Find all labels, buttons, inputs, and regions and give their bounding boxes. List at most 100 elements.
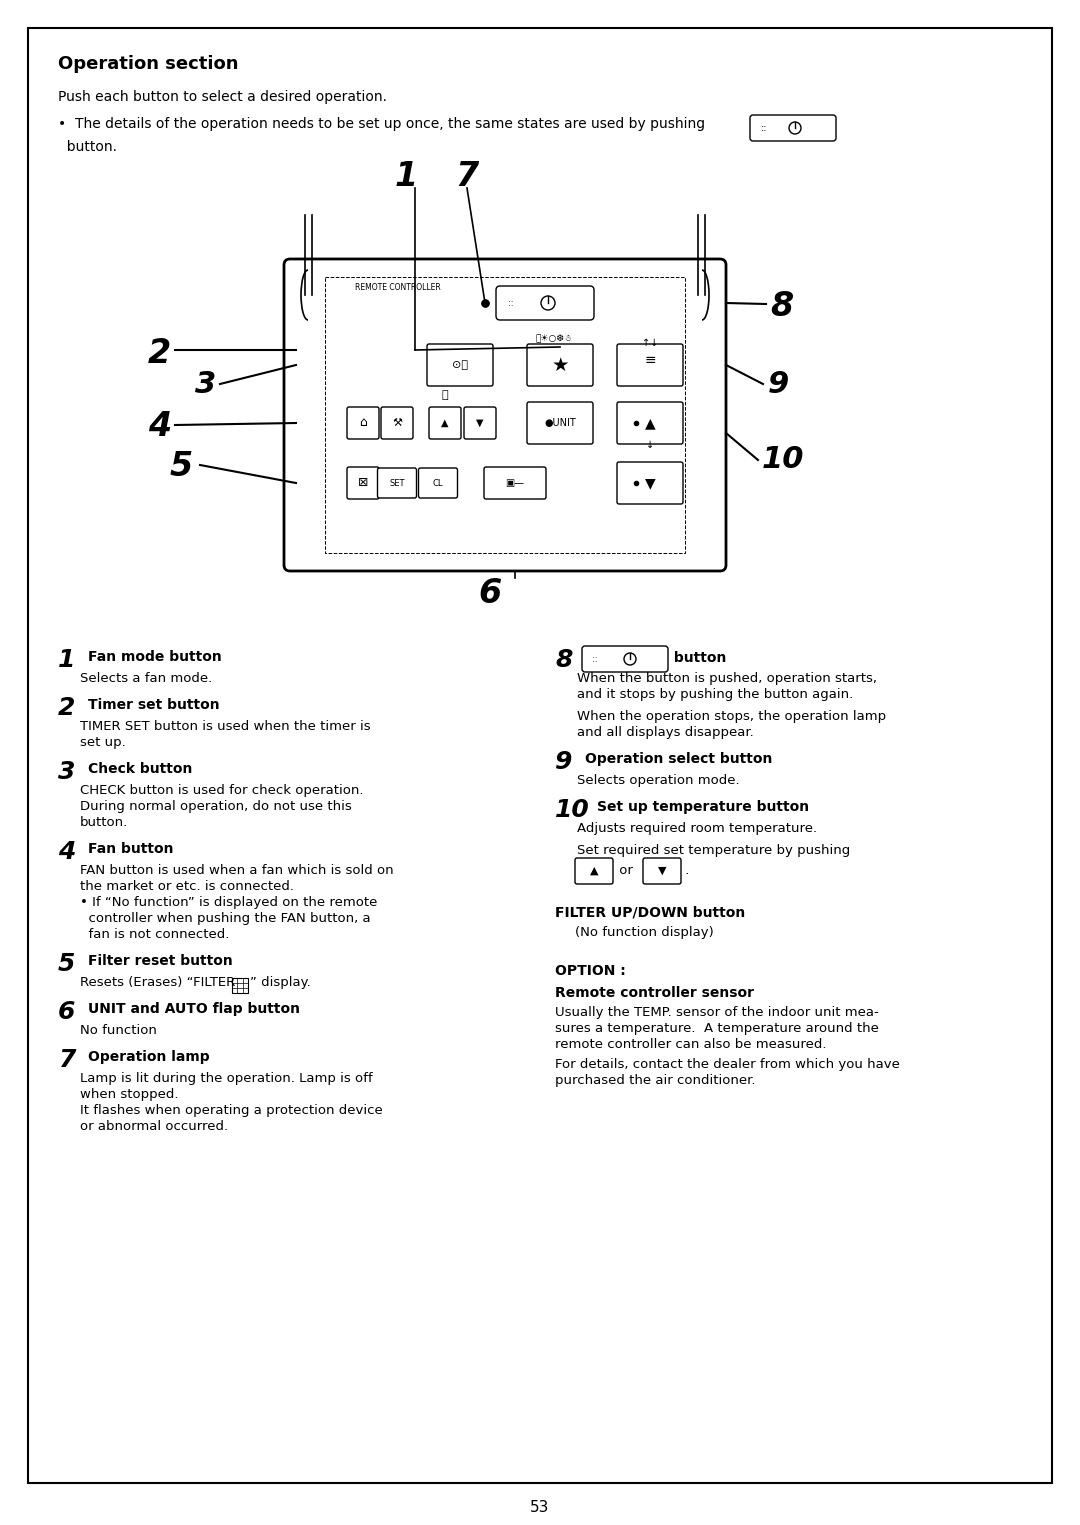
Text: UNIT and AUTO flap button: UNIT and AUTO flap button xyxy=(87,1002,300,1016)
Text: 8: 8 xyxy=(770,290,793,323)
Text: • If “No function” is displayed on the remote: • If “No function” is displayed on the r… xyxy=(80,897,377,909)
Text: ↓: ↓ xyxy=(646,441,654,450)
Text: 3: 3 xyxy=(58,759,76,784)
Text: the market or etc. is connected.: the market or etc. is connected. xyxy=(80,880,294,894)
FancyBboxPatch shape xyxy=(347,467,379,499)
Text: 1: 1 xyxy=(395,160,418,194)
FancyBboxPatch shape xyxy=(643,859,681,884)
Text: ⌂: ⌂ xyxy=(359,416,367,430)
FancyBboxPatch shape xyxy=(429,407,461,439)
FancyBboxPatch shape xyxy=(582,647,669,673)
Text: 5: 5 xyxy=(58,952,76,976)
Text: 5: 5 xyxy=(170,450,193,483)
Bar xyxy=(325,278,685,554)
Text: When the operation stops, the operation lamp: When the operation stops, the operation … xyxy=(577,711,886,723)
Text: controller when pushing the FAN button, a: controller when pushing the FAN button, … xyxy=(80,912,370,926)
Text: purchased the air conditioner.: purchased the air conditioner. xyxy=(555,1074,756,1087)
FancyBboxPatch shape xyxy=(617,403,683,444)
Text: or: or xyxy=(615,865,637,877)
Text: During normal operation, do not use this: During normal operation, do not use this xyxy=(80,801,352,813)
Text: Selects a fan mode.: Selects a fan mode. xyxy=(80,673,213,685)
Text: ▲: ▲ xyxy=(442,418,449,429)
FancyBboxPatch shape xyxy=(464,407,496,439)
Text: REMOTE CONTROLLER: REMOTE CONTROLLER xyxy=(355,284,441,291)
Text: Fan button: Fan button xyxy=(87,842,174,856)
Text: SET: SET xyxy=(389,479,405,488)
FancyBboxPatch shape xyxy=(617,345,683,386)
Text: fan is not connected.: fan is not connected. xyxy=(80,929,229,941)
Text: Lamp is lit during the operation. Lamp is off: Lamp is lit during the operation. Lamp i… xyxy=(80,1072,373,1084)
Text: 3: 3 xyxy=(195,371,216,400)
Text: remote controller can also be measured.: remote controller can also be measured. xyxy=(555,1039,826,1051)
Text: 2: 2 xyxy=(58,695,76,720)
Text: 2: 2 xyxy=(148,337,172,371)
Text: No function: No function xyxy=(80,1023,157,1037)
Text: set up.: set up. xyxy=(80,737,125,749)
Text: Operation section: Operation section xyxy=(58,55,239,73)
Text: Push each button to select a desired operation.: Push each button to select a desired ope… xyxy=(58,90,387,104)
Text: ▣—: ▣— xyxy=(505,477,525,488)
Bar xyxy=(232,978,248,993)
Text: ★: ★ xyxy=(551,355,569,375)
FancyBboxPatch shape xyxy=(284,259,726,570)
Text: or abnormal occurred.: or abnormal occurred. xyxy=(80,1119,228,1133)
Text: 4: 4 xyxy=(148,410,172,442)
Text: sures a temperature.  A temperature around the: sures a temperature. A temperature aroun… xyxy=(555,1022,879,1035)
FancyBboxPatch shape xyxy=(750,114,836,140)
Text: (No function display): (No function display) xyxy=(575,926,714,939)
Text: ::: :: xyxy=(761,124,768,133)
Text: ::: :: xyxy=(592,654,597,663)
Text: For details, contact the dealer from which you have: For details, contact the dealer from whi… xyxy=(555,1058,900,1071)
Text: It flashes when operating a protection device: It flashes when operating a protection d… xyxy=(80,1104,382,1116)
Text: CL: CL xyxy=(433,479,443,488)
Text: Operation select button: Operation select button xyxy=(585,752,772,766)
Text: Selects operation mode.: Selects operation mode. xyxy=(577,775,740,787)
Text: CHECK button is used for check operation.: CHECK button is used for check operation… xyxy=(80,784,364,798)
Text: FAN button is used when a fan which is sold on: FAN button is used when a fan which is s… xyxy=(80,865,393,877)
Text: and it stops by pushing the button again.: and it stops by pushing the button again… xyxy=(577,688,853,702)
FancyBboxPatch shape xyxy=(419,468,458,499)
FancyBboxPatch shape xyxy=(378,468,417,499)
Text: ●UNIT: ●UNIT xyxy=(544,418,576,429)
Text: 53: 53 xyxy=(530,1501,550,1514)
Text: When the button is pushed, operation starts,: When the button is pushed, operation sta… xyxy=(577,673,877,685)
Text: ▼: ▼ xyxy=(658,866,666,875)
Text: Remote controller sensor: Remote controller sensor xyxy=(555,987,754,1000)
Text: Set required set temperature by pushing: Set required set temperature by pushing xyxy=(577,843,850,857)
Text: 9: 9 xyxy=(768,371,789,400)
Text: FILTER UP/DOWN button: FILTER UP/DOWN button xyxy=(555,906,745,920)
Text: when stopped.: when stopped. xyxy=(80,1087,178,1101)
FancyBboxPatch shape xyxy=(527,403,593,444)
Text: Adjusts required room temperature.: Adjusts required room temperature. xyxy=(577,822,818,836)
Text: ⊠: ⊠ xyxy=(357,476,368,490)
Text: ▼: ▼ xyxy=(476,418,484,429)
FancyBboxPatch shape xyxy=(575,859,613,884)
Text: 10: 10 xyxy=(762,445,805,474)
Text: button.: button. xyxy=(80,816,129,830)
Text: and all displays disappear.: and all displays disappear. xyxy=(577,726,754,740)
Text: Operation lamp: Operation lamp xyxy=(87,1051,210,1064)
Text: OPTION :: OPTION : xyxy=(555,964,625,978)
Text: Ⓐ☀○❆☃: Ⓐ☀○❆☃ xyxy=(535,332,572,343)
Text: Timer set button: Timer set button xyxy=(87,698,219,712)
Text: 6: 6 xyxy=(58,1000,76,1023)
Text: 6: 6 xyxy=(478,576,501,610)
Text: 10: 10 xyxy=(555,798,590,822)
Text: 1: 1 xyxy=(58,648,76,673)
Text: TIMER SET button is used when the timer is: TIMER SET button is used when the timer … xyxy=(80,720,370,734)
Text: button.: button. xyxy=(58,140,117,154)
Text: Check button: Check button xyxy=(87,762,192,776)
Text: button: button xyxy=(669,651,727,665)
Text: Usually the TEMP. sensor of the indoor unit mea-: Usually the TEMP. sensor of the indoor u… xyxy=(555,1006,879,1019)
Text: Fan mode button: Fan mode button xyxy=(87,650,221,663)
FancyBboxPatch shape xyxy=(496,287,594,320)
Text: Resets (Erases) “FILTER: Resets (Erases) “FILTER xyxy=(80,976,235,990)
Text: .: . xyxy=(681,865,689,877)
Text: •  The details of the operation needs to be set up once, the same states are use: • The details of the operation needs to … xyxy=(58,117,705,131)
Text: Filter reset button: Filter reset button xyxy=(87,955,233,968)
Text: 7: 7 xyxy=(58,1048,76,1072)
Text: ::: :: xyxy=(508,299,513,308)
Text: ▲: ▲ xyxy=(590,866,598,875)
Text: ↑↓: ↑↓ xyxy=(642,339,658,348)
Text: 4: 4 xyxy=(58,840,76,865)
